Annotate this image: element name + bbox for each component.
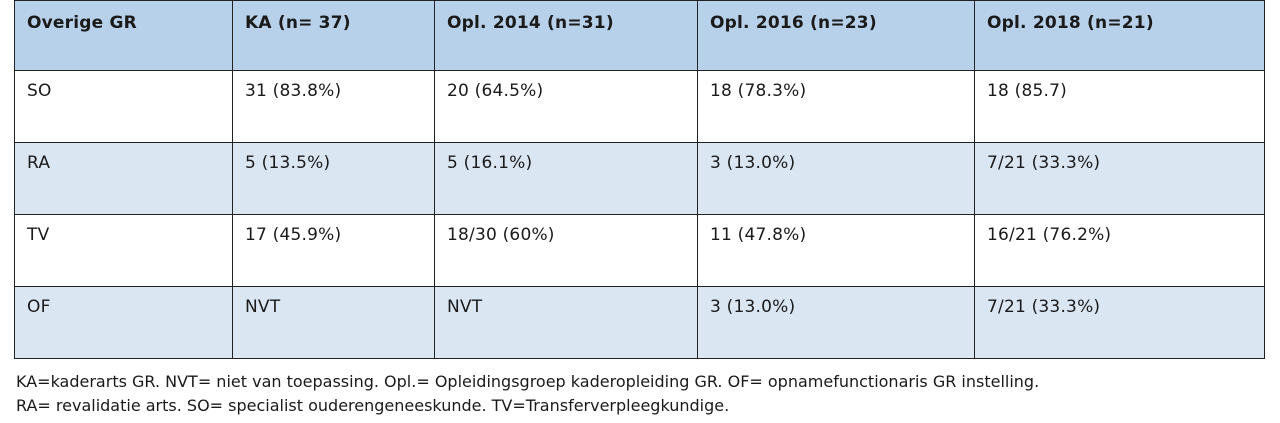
table-cell: 5 (16.1%): [434, 142, 698, 215]
results-table-container: Overige GR KA (n= 37) Opl. 2014 (n=31) O…: [14, 0, 1265, 359]
table-header-row: Overige GR KA (n= 37) Opl. 2014 (n=31) O…: [14, 0, 1265, 71]
row-label-cell: SO: [14, 70, 233, 143]
header-cell-opl-2018: Opl. 2018 (n=21): [974, 0, 1265, 71]
table-cell: NVT: [434, 286, 698, 359]
table-cell: 18 (78.3%): [697, 70, 975, 143]
row-label-cell: OF: [14, 286, 233, 359]
table-cell: 7/21 (33.3%): [974, 142, 1265, 215]
row-label-cell: RA: [14, 142, 233, 215]
header-cell-category: Overige GR: [14, 0, 233, 71]
table-row: OF NVT NVT 3 (13.0%) 7/21 (33.3%): [14, 286, 1265, 359]
table-cell: 3 (13.0%): [697, 142, 975, 215]
table-cell: 16/21 (76.2%): [974, 214, 1265, 287]
header-cell-opl-2014: Opl. 2014 (n=31): [434, 0, 698, 71]
table-row: RA 5 (13.5%) 5 (16.1%) 3 (13.0%) 7/21 (3…: [14, 142, 1265, 215]
table-cell: 18/30 (60%): [434, 214, 698, 287]
header-cell-opl-2016: Opl. 2016 (n=23): [697, 0, 975, 71]
table-cell: 11 (47.8%): [697, 214, 975, 287]
table-cell: 5 (13.5%): [232, 142, 435, 215]
table-cell: 17 (45.9%): [232, 214, 435, 287]
footnote-line-2: RA= revalidatie arts. SO= specialist oud…: [16, 396, 730, 415]
header-cell-ka: KA (n= 37): [232, 0, 435, 71]
table-cell: 18 (85.7): [974, 70, 1265, 143]
table-row: TV 17 (45.9%) 18/30 (60%) 11 (47.8%) 16/…: [14, 214, 1265, 287]
table-cell: 7/21 (33.3%): [974, 286, 1265, 359]
footnote-line-1: KA=kaderarts GR. NVT= niet van toepassin…: [16, 372, 1040, 391]
table-cell: 3 (13.0%): [697, 286, 975, 359]
results-table: Overige GR KA (n= 37) Opl. 2014 (n=31) O…: [14, 0, 1265, 359]
table-cell: 20 (64.5%): [434, 70, 698, 143]
table-cell: NVT: [232, 286, 435, 359]
table-footnotes: KA=kaderarts GR. NVT= niet van toepassin…: [16, 370, 1039, 418]
table-cell: 31 (83.8%): [232, 70, 435, 143]
table-row: SO 31 (83.8%) 20 (64.5%) 18 (78.3%) 18 (…: [14, 70, 1265, 143]
row-label-cell: TV: [14, 214, 233, 287]
